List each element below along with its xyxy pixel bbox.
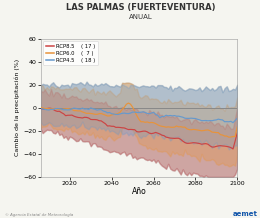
Text: aemet: aemet <box>232 211 257 217</box>
Text: © Agencia Estatal de Meteorología: © Agencia Estatal de Meteorología <box>5 213 74 217</box>
Text: LAS PALMAS (FUERTEVENTURA): LAS PALMAS (FUERTEVENTURA) <box>66 3 215 12</box>
Legend: RCP8.5    ( 17 ), RCP6.0    (  7 ), RCP4.5    ( 18 ): RCP8.5 ( 17 ), RCP6.0 ( 7 ), RCP4.5 ( 18… <box>43 41 98 65</box>
X-axis label: Año: Año <box>132 187 146 196</box>
Text: ANUAL: ANUAL <box>128 14 152 20</box>
Y-axis label: Cambio de la precipitación (%): Cambio de la precipitación (%) <box>15 59 21 156</box>
